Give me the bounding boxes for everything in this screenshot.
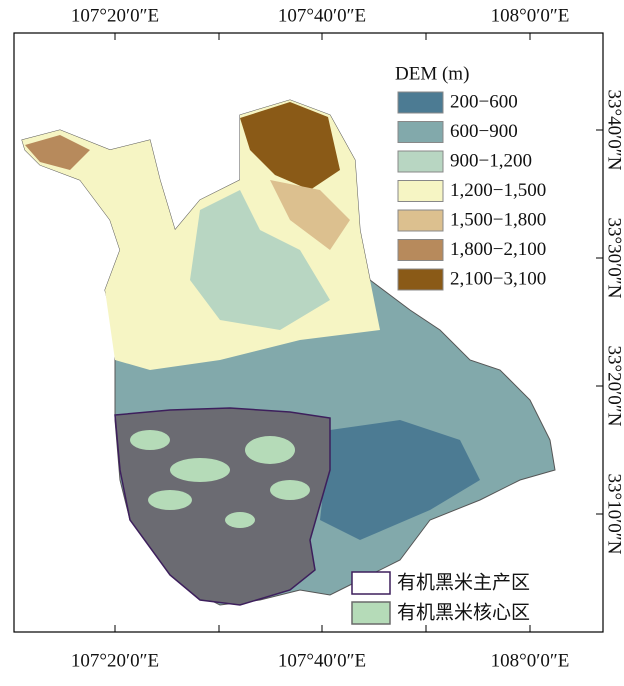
- zone-label: 有机黑米核心区: [397, 601, 530, 623]
- y-label: 33°30′0″N: [604, 218, 624, 299]
- legend-label: 600−900: [450, 121, 518, 142]
- legend-label: 900−1,200: [450, 150, 532, 171]
- y-label: 33°10′0″N: [604, 474, 624, 555]
- legend-swatch: [397, 239, 444, 261]
- x-label-top: 108°0′0″E: [491, 5, 570, 26]
- x-label-bottom: 107°20′0″E: [71, 650, 159, 671]
- legend-label: 200−600: [450, 91, 518, 112]
- legend-swatch: [397, 150, 444, 173]
- legend-title: DEM (m): [395, 63, 469, 84]
- core-zone: [130, 430, 310, 528]
- zone-swatch: [351, 601, 391, 625]
- legend-swatch: [397, 121, 444, 143]
- legend-label: 1,500−1,800: [450, 209, 546, 230]
- legend-swatch: [397, 180, 444, 202]
- x-label-top: 107°40′0″E: [278, 5, 366, 26]
- legend-label: 1,800−2,100: [450, 239, 546, 260]
- legend-swatch: [397, 91, 444, 114]
- zone-label: 有机黑米主产区: [397, 571, 530, 593]
- y-label: 33°20′0″N: [604, 346, 624, 427]
- map-frame: [13, 32, 604, 633]
- legend-swatch: [397, 268, 444, 291]
- legend-swatch: [397, 209, 444, 232]
- zone-swatch: [351, 571, 391, 595]
- x-label-bottom: 107°40′0″E: [278, 650, 366, 671]
- x-label-bottom: 108°0′0″E: [491, 650, 570, 671]
- x-label-top: 107°20′0″E: [71, 5, 159, 26]
- legend-label: 1,200−1,500: [450, 180, 546, 201]
- legend-label: 2,100−3,100: [450, 268, 546, 289]
- y-label: 33°40′0″N: [604, 90, 624, 171]
